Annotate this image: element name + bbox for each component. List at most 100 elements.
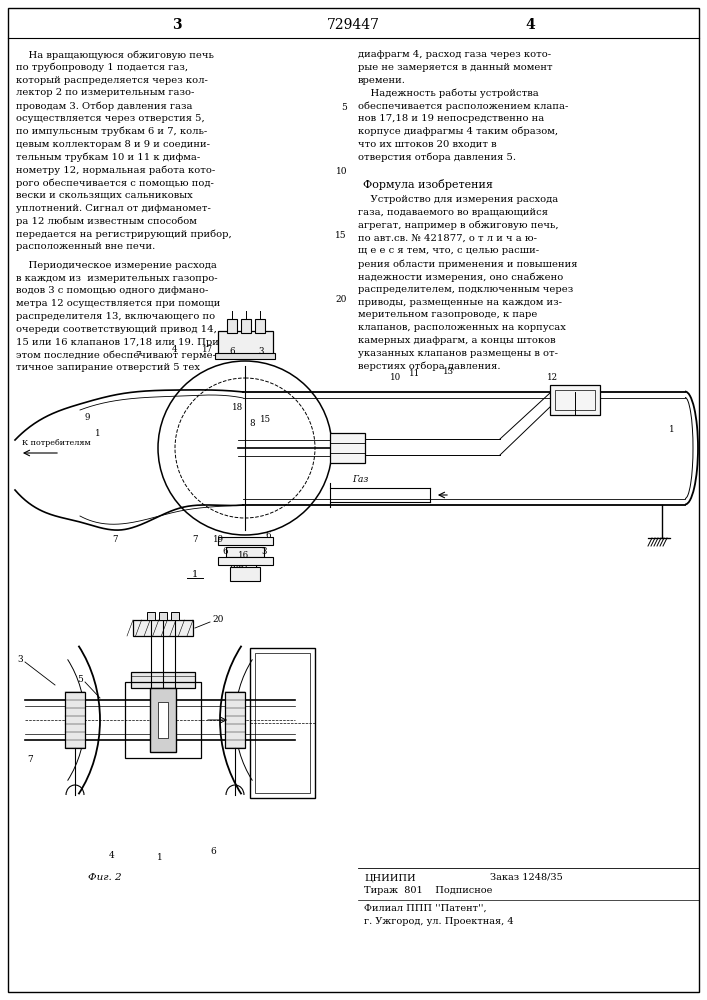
Text: обеспечивается расположением клапа-: обеспечивается расположением клапа- [358, 101, 568, 111]
Text: нов 17,18 и 19 непосредственно на: нов 17,18 и 19 непосредственно на [358, 114, 544, 123]
Text: щ е е с я тем, что, с целью расши-: щ е е с я тем, что, с целью расши- [358, 246, 539, 255]
Bar [226, 547, 264, 557]
Text: 7: 7 [135, 352, 141, 360]
Text: уплотнений. Сигнал от дифманомет-: уплотнений. Сигнал от дифманомет- [16, 204, 211, 213]
Text: распределителя 13, включающего по: распределителя 13, включающего по [16, 312, 215, 321]
Text: цевым коллекторам 8 и 9 и соедини-: цевым коллекторам 8 и 9 и соедини- [16, 140, 210, 149]
Text: 9: 9 [84, 414, 90, 422]
Text: ра 12 любым известным способом: ра 12 любым известным способом [16, 216, 197, 226]
Text: На вращающуюся обжиговую печь: На вращающуюся обжиговую печь [16, 50, 214, 60]
Text: Устройство для измерения расхода: Устройство для измерения расхода [358, 195, 559, 204]
Text: 15: 15 [335, 231, 347, 240]
Text: тичное запирание отверстий 5 тех: тичное запирание отверстий 5 тех [16, 363, 200, 372]
Text: 5: 5 [341, 103, 347, 112]
Bar [255, 319, 265, 333]
Text: ЦНИИПИ: ЦНИИПИ [364, 873, 416, 882]
Text: 6: 6 [229, 348, 235, 357]
Bar [225, 692, 245, 748]
Text: верстиях отбора давления.: верстиях отбора давления. [358, 362, 501, 371]
Text: по трубопроводу 1 подается газ,: по трубопроводу 1 подается газ, [16, 63, 188, 72]
Text: Фиг. 2: Фиг. 2 [88, 873, 122, 882]
Text: передается на регистрирующий прибор,: передается на регистрирующий прибор, [16, 229, 232, 239]
Text: 4: 4 [109, 850, 115, 859]
Text: 16: 16 [238, 552, 249, 560]
Text: 13: 13 [443, 367, 453, 376]
Text: 5: 5 [77, 676, 83, 684]
Text: 11: 11 [409, 369, 421, 378]
Text: 1: 1 [157, 854, 163, 862]
Text: 20: 20 [212, 615, 223, 624]
Text: Газ: Газ [352, 476, 368, 485]
Text: распределителем, подключенным через: распределителем, подключенным через [358, 285, 573, 294]
Text: 17: 17 [201, 344, 213, 354]
Text: 6: 6 [210, 848, 216, 856]
Text: 19: 19 [212, 536, 223, 544]
Text: 3: 3 [258, 348, 264, 357]
Text: времени.: времени. [358, 76, 406, 85]
Bar [65, 692, 85, 748]
Text: по импульсным трубкам 6 и 7, коль-: по импульсным трубкам 6 и 7, коль- [16, 127, 207, 136]
Text: 6: 6 [222, 548, 228, 556]
Bar [131, 672, 195, 688]
Text: 1: 1 [192, 570, 198, 579]
Text: Надежность работы устройства: Надежность работы устройства [358, 88, 539, 98]
Text: водов 3 с помощью одного дифмано-: водов 3 с помощью одного дифмано- [16, 286, 209, 295]
Text: газа, подаваемого во вращающийся: газа, подаваемого во вращающийся [358, 208, 548, 217]
Text: метра 12 осуществляется при помощи: метра 12 осуществляется при помощи [16, 299, 221, 308]
Text: 7: 7 [112, 536, 118, 544]
Text: проводам 3. Отбор давления газа: проводам 3. Отбор давления газа [16, 101, 192, 111]
Bar [218, 537, 273, 545]
Text: надежности измерения, оно снабжено: надежности измерения, оно снабжено [358, 272, 563, 282]
Text: 1: 1 [670, 426, 674, 434]
Text: 10: 10 [390, 373, 402, 382]
Text: Формула изобретения: Формула изобретения [363, 179, 493, 190]
Text: нометру 12, нормальная работа кото-: нометру 12, нормальная работа кото- [16, 165, 215, 175]
Text: К потребителям: К потребителям [22, 439, 90, 447]
Bar [227, 319, 237, 333]
Text: г. Ужгород, ул. Проектная, 4: г. Ужгород, ул. Проектная, 4 [364, 917, 513, 926]
Text: 8: 8 [249, 420, 255, 428]
Text: 12: 12 [547, 373, 558, 382]
Bar [150, 688, 176, 752]
Text: диафрагм 4, расход газа через кото-: диафрагм 4, расход газа через кото- [358, 50, 551, 59]
Text: камерных диафрагм, а концы штоков: камерных диафрагм, а концы штоков [358, 336, 556, 345]
Text: 4: 4 [173, 344, 177, 354]
Text: Заказ 1248/35: Заказ 1248/35 [490, 873, 563, 882]
Text: 3: 3 [262, 548, 267, 556]
Bar [550, 385, 600, 415]
Text: который распределяется через кол-: который распределяется через кол- [16, 76, 208, 85]
Text: 15: 15 [259, 416, 271, 424]
Bar [255, 653, 310, 793]
Text: Филиал ППП ''Патент'',: Филиал ППП ''Патент'', [364, 904, 486, 913]
Bar [147, 612, 155, 620]
Bar [171, 612, 179, 620]
Text: корпусе диафрагмы 4 таким образом,: корпусе диафрагмы 4 таким образом, [358, 127, 558, 136]
Text: отверстия отбора давления 5.: отверстия отбора давления 5. [358, 152, 516, 162]
Text: этом последние обеспечивают герме-: этом последние обеспечивают герме- [16, 350, 216, 360]
Text: 10: 10 [336, 167, 347, 176]
Bar [218, 331, 273, 356]
Text: Периодическое измерение расхода: Периодическое измерение расхода [16, 261, 217, 270]
Text: 20: 20 [336, 295, 347, 304]
Text: рения области применения и повышения: рения области применения и повышения [358, 259, 578, 269]
Text: 7: 7 [27, 756, 33, 764]
Text: 4: 4 [525, 18, 535, 32]
Text: клапанов, расположенных на корпусах: клапанов, расположенных на корпусах [358, 323, 566, 332]
Text: мерительном газопроводе, к паре: мерительном газопроводе, к паре [358, 310, 537, 319]
Text: Тираж  801    Подписное: Тираж 801 Подписное [364, 886, 492, 895]
Text: агрегат, например в обжиговую печь,: агрегат, например в обжиговую печь, [358, 221, 559, 230]
Text: лектор 2 по измерительным газо-: лектор 2 по измерительным газо- [16, 88, 194, 97]
Text: указанных клапанов размещены в от-: указанных клапанов размещены в от- [358, 349, 558, 358]
Text: по авт.св. № 421877, о т л и ч а ю-: по авт.св. № 421877, о т л и ч а ю- [358, 234, 537, 243]
Text: 18: 18 [233, 403, 244, 412]
Text: рые не замеряется в данный момент: рые не замеряется в данный момент [358, 63, 553, 72]
Bar [250, 648, 315, 798]
Text: вески и скользящих сальниковых: вески и скользящих сальниковых [16, 191, 193, 200]
Text: Фиг.1: Фиг.1 [230, 562, 260, 571]
Text: 3: 3 [17, 656, 23, 664]
Text: что их штоков 20 входит в: что их штоков 20 входит в [358, 140, 496, 149]
Text: 15 или 16 клапанов 17,18 или 19. При: 15 или 16 клапанов 17,18 или 19. При [16, 338, 219, 347]
Bar [218, 557, 273, 565]
Bar [133, 620, 193, 636]
Text: 3: 3 [173, 18, 182, 32]
